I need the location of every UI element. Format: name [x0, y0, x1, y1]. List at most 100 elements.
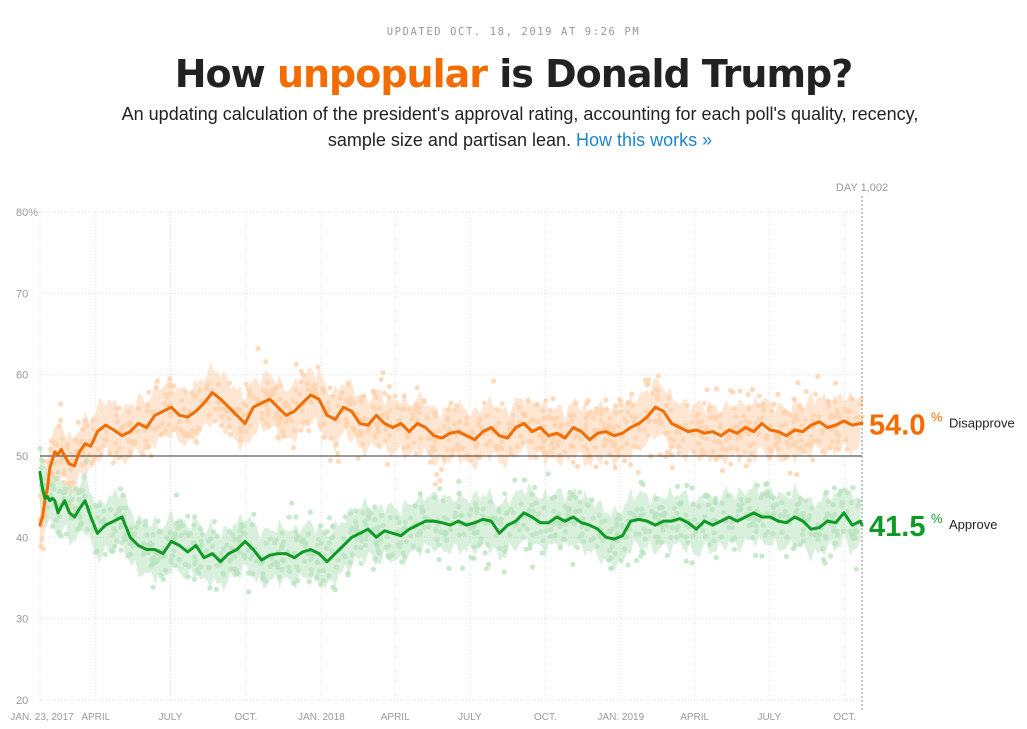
disapprove-poll-dot — [742, 449, 749, 455]
approve-poll-dot — [763, 493, 770, 499]
disapprove-poll-dot — [745, 391, 751, 397]
x-tick-label: JULY — [757, 712, 781, 723]
disapprove-poll-dot — [520, 439, 526, 445]
approve-poll-dot — [120, 492, 126, 498]
approve-poll-dot — [480, 513, 486, 519]
approve-poll-dot — [279, 530, 285, 536]
approve-poll-dot — [739, 501, 745, 507]
approve-poll-dot — [211, 519, 217, 525]
approve-poll-dot — [358, 560, 364, 567]
disapprove-poll-dot — [101, 443, 107, 449]
disapprove-poll-dot — [636, 427, 643, 433]
approve-poll-dot — [253, 558, 259, 564]
disapprove-poll-dot — [247, 423, 253, 429]
disapprove-poll-dot — [682, 422, 688, 428]
disapprove-poll-dot — [477, 416, 483, 422]
x-tick-label: JAN. 2019 — [597, 712, 644, 723]
how-this-works-link[interactable]: How this works » — [576, 130, 713, 150]
disapprove-poll-dot — [858, 402, 864, 408]
approve-poll-dot — [347, 529, 354, 535]
disapprove-poll-dot — [598, 418, 604, 424]
disapprove-poll-dot — [226, 424, 233, 430]
approve-poll-dot — [608, 565, 614, 572]
end-labels: 54.0% Disapprove 41.5% Approve — [869, 409, 1015, 543]
approve-poll-dot — [293, 529, 299, 535]
disapprove-poll-dot — [550, 416, 557, 422]
disapprove-poll-dot — [573, 400, 579, 406]
approve-poll-dot — [545, 471, 551, 477]
disapprove-poll-dot — [801, 449, 807, 455]
disapprove-poll-dot — [281, 433, 287, 439]
approve-poll-dot — [127, 551, 134, 557]
approve-poll-dot — [441, 515, 448, 521]
disapprove-poll-dot — [159, 431, 165, 437]
approve-poll-dot — [480, 506, 486, 512]
approve-poll-dot — [353, 545, 359, 551]
approve-poll-dot — [394, 515, 400, 521]
disapprove-poll-dot — [75, 419, 81, 425]
approve-poll-dot — [112, 528, 118, 534]
approve-poll-dot — [472, 501, 478, 507]
approve-poll-dot — [359, 533, 365, 539]
disapprove-poll-dot — [509, 420, 515, 426]
disapprove-poll-dot — [703, 424, 709, 430]
disapprove-poll-dot — [790, 440, 796, 446]
approve-poll-dot — [118, 547, 124, 553]
approve-poll-dot — [56, 529, 62, 536]
disapprove-poll-dot — [619, 445, 625, 451]
approve-poll-dot — [192, 514, 198, 520]
approve-poll-dot — [444, 537, 450, 544]
disapprove-poll-dot — [624, 440, 630, 447]
disapprove-poll-dot — [155, 424, 161, 430]
disapprove-poll-dot — [520, 411, 526, 417]
disapprove-poll-dot — [732, 406, 738, 412]
disapprove-poll-dot — [691, 449, 697, 455]
disapprove-poll-dot — [473, 440, 479, 446]
approve-poll-dot — [360, 510, 366, 516]
approve-poll-dot — [366, 515, 372, 521]
disapprove-poll-dot — [794, 471, 800, 478]
approve-poll-dot — [295, 577, 301, 584]
disapprove-poll-dot — [771, 401, 777, 407]
approve-poll-dot — [774, 502, 780, 508]
approve-poll-dot — [63, 531, 70, 537]
disapprove-poll-dot — [335, 458, 342, 464]
disapprove-poll-dot — [215, 381, 221, 387]
approve-poll-dot — [178, 532, 184, 539]
approve-poll-dot — [345, 572, 351, 578]
approve-poll-dot — [354, 528, 360, 534]
disapprove-poll-dot — [376, 405, 383, 411]
disapprove-poll-dot — [321, 434, 327, 440]
approve-poll-dot — [617, 516, 623, 522]
approve-poll-dot — [250, 571, 256, 577]
disapprove-poll-dot — [590, 415, 597, 421]
approve-poll-dot — [80, 488, 86, 494]
disapprove-poll-dot — [583, 425, 589, 432]
disapprove-poll-dot — [146, 443, 152, 450]
approve-poll-dot — [387, 514, 393, 521]
approve-poll-dot — [738, 505, 744, 511]
disapprove-poll-dot — [795, 416, 801, 423]
disapprove-poll-dot — [218, 422, 224, 429]
approve-poll-dot — [557, 523, 563, 529]
disapprove-poll-dot — [275, 434, 281, 440]
approve-poll-dot — [827, 553, 834, 559]
disapprove-poll-dot — [441, 423, 447, 429]
disapprove-poll-dot — [241, 401, 247, 407]
approve-poll-dot — [274, 564, 280, 571]
title-suffix: is Donald Trump? — [487, 52, 853, 96]
approve-poll-dot — [551, 494, 558, 500]
disapprove-poll-dot — [277, 416, 283, 422]
disapprove-poll-dot — [335, 403, 341, 409]
disapprove-poll-dot — [328, 435, 334, 441]
approve-poll-dot — [633, 531, 639, 537]
disapprove-poll-dot — [273, 386, 279, 392]
approve-poll-dot — [557, 545, 563, 551]
approve-poll-dot — [420, 507, 426, 513]
disapprove-poll-dot — [618, 408, 624, 414]
disapprove-poll-dot — [113, 450, 120, 456]
approve-poll-dot — [538, 529, 544, 535]
approve-poll-dot — [685, 540, 691, 546]
approve-poll-dot — [173, 533, 179, 539]
approve-poll-dot — [719, 500, 725, 506]
